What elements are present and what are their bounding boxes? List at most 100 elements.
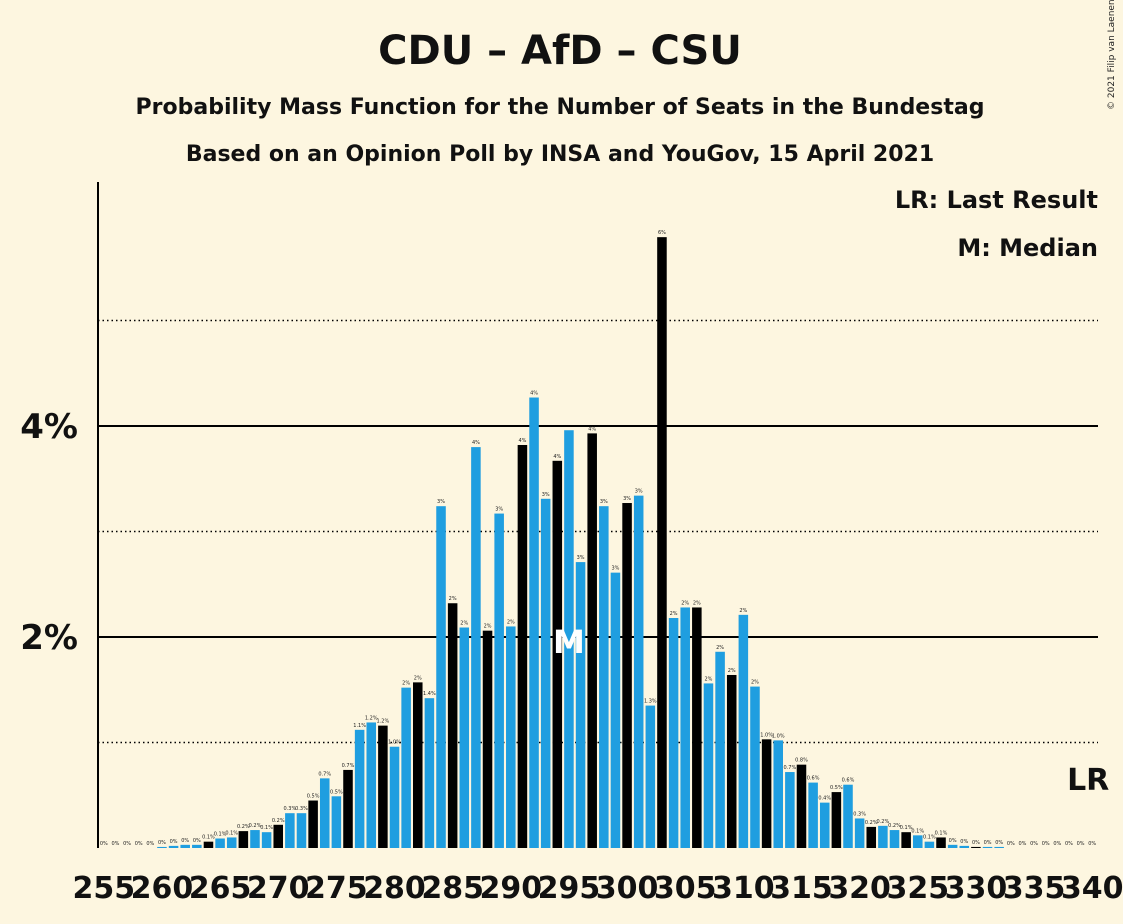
bar-303 xyxy=(657,237,667,848)
bar-327 xyxy=(936,837,946,848)
bar-284 xyxy=(436,506,446,848)
x-tick-label: 285 xyxy=(421,871,484,906)
bar-325 xyxy=(913,835,923,848)
bar-label-275: 0.5% xyxy=(330,789,343,795)
bar-277 xyxy=(354,729,365,848)
bar-318 xyxy=(831,792,842,848)
bar-308 xyxy=(715,651,725,848)
bar-323 xyxy=(889,830,900,848)
bar-286 xyxy=(459,627,470,848)
bar-label-286: 2% xyxy=(460,621,468,627)
bar-276 xyxy=(343,769,353,848)
bar-label-277: 1.1% xyxy=(353,723,366,729)
bar-293 xyxy=(540,498,551,848)
bar-329 xyxy=(959,845,970,848)
bar-label-311: 2% xyxy=(751,680,759,686)
bar-label-306: 2% xyxy=(693,600,701,606)
bar-319 xyxy=(843,784,853,848)
bar-label-259: 0% xyxy=(146,841,154,847)
bar-label-257: 0% xyxy=(123,841,131,847)
bar-300 xyxy=(622,503,632,848)
bar-label-293: 3% xyxy=(542,492,550,498)
bar-314 xyxy=(785,772,795,848)
y-tick-label: 2% xyxy=(20,618,78,658)
bar-label-336: 0% xyxy=(1042,841,1050,847)
bar-309 xyxy=(726,674,737,848)
bar-288 xyxy=(482,630,493,848)
bar-label-268: 0.2% xyxy=(249,823,262,829)
x-tick-label: 320 xyxy=(828,871,891,906)
bar-label-334: 0% xyxy=(1018,841,1026,847)
bar-266 xyxy=(226,837,237,848)
bar-302 xyxy=(645,705,656,848)
bar-label-271: 0.3% xyxy=(284,806,297,812)
bar-label-281: 2% xyxy=(402,681,410,687)
bar-273 xyxy=(308,800,318,848)
bar-label-325: 0.1% xyxy=(911,828,924,834)
x-tick-label: 340 xyxy=(1061,871,1123,906)
bar-260 xyxy=(157,846,167,848)
bar-label-276: 0.7% xyxy=(342,763,355,769)
bar-label-321: 0.2% xyxy=(865,820,878,826)
bar-label-326: 0.1% xyxy=(923,835,936,841)
bar-label-307: 2% xyxy=(704,676,712,682)
bar-label-313: 1.0% xyxy=(772,733,785,739)
bar-283 xyxy=(424,698,435,848)
legend-median: M: Median xyxy=(957,234,1098,262)
bar-label-285: 2% xyxy=(449,596,457,602)
x-tick-label: 300 xyxy=(596,871,659,906)
bar-306 xyxy=(692,607,702,848)
bar-label-314: 0.7% xyxy=(784,765,797,771)
bar-label-264: 0.1% xyxy=(202,835,215,841)
bar-299 xyxy=(610,572,621,848)
bar-label-339: 0% xyxy=(1077,841,1085,847)
bar-label-284: 3% xyxy=(437,499,445,505)
x-tick-label: 270 xyxy=(247,871,310,906)
bar-label-269: 0.1% xyxy=(260,825,273,831)
x-tick-label: 305 xyxy=(654,871,717,906)
bar-262 xyxy=(180,844,190,848)
bar-label-319: 0.6% xyxy=(842,778,855,784)
bar-268 xyxy=(250,830,260,848)
bar-label-312: 1.0% xyxy=(760,732,773,738)
bar-305 xyxy=(680,607,690,848)
bar-label-303: 6% xyxy=(658,230,666,236)
bar-324 xyxy=(901,832,911,848)
bar-label-317: 0.4% xyxy=(818,796,831,802)
bar-label-255: 0% xyxy=(100,841,108,847)
bar-label-256: 0% xyxy=(111,841,119,847)
bar-label-323: 0.2% xyxy=(888,823,901,829)
bar-label-261: 0% xyxy=(170,839,178,845)
bar-282 xyxy=(413,682,423,848)
bar-label-279: 1.2% xyxy=(377,719,390,725)
bar-label-320: 0.3% xyxy=(853,811,866,817)
bar-label-340: 0% xyxy=(1088,841,1096,847)
bar-270 xyxy=(273,824,283,848)
bar-280 xyxy=(389,746,400,848)
bar-312 xyxy=(761,739,772,848)
bar-317 xyxy=(819,802,830,848)
bar-264 xyxy=(203,841,214,848)
bar-298 xyxy=(599,506,609,848)
y-tick-label: 4% xyxy=(20,407,78,447)
bar-272 xyxy=(296,813,307,848)
bar-label-292: 4% xyxy=(530,391,538,397)
x-tick-label: 260 xyxy=(131,871,194,906)
bar-267 xyxy=(238,831,249,848)
bar-label-310: 2% xyxy=(739,608,747,614)
bar-label-298: 3% xyxy=(600,499,608,505)
bar-279 xyxy=(378,725,388,848)
median-marker: M xyxy=(553,623,585,661)
x-tick-labels: 2552602652702752802852902953003053103153… xyxy=(73,871,1123,906)
bar-label-272: 0.3% xyxy=(295,806,308,812)
bar-label-332: 0% xyxy=(995,840,1003,846)
bar-label-263: 0% xyxy=(193,838,201,844)
bar-label-304: 2% xyxy=(670,611,678,617)
bar-label-274: 0.7% xyxy=(318,771,331,777)
x-tick-label: 290 xyxy=(479,871,542,906)
bar-label-291: 4% xyxy=(518,438,526,444)
y-tick-labels: 2% 4% xyxy=(20,407,78,658)
bar-292 xyxy=(529,397,539,848)
last-result-marker: LR xyxy=(1067,763,1109,798)
